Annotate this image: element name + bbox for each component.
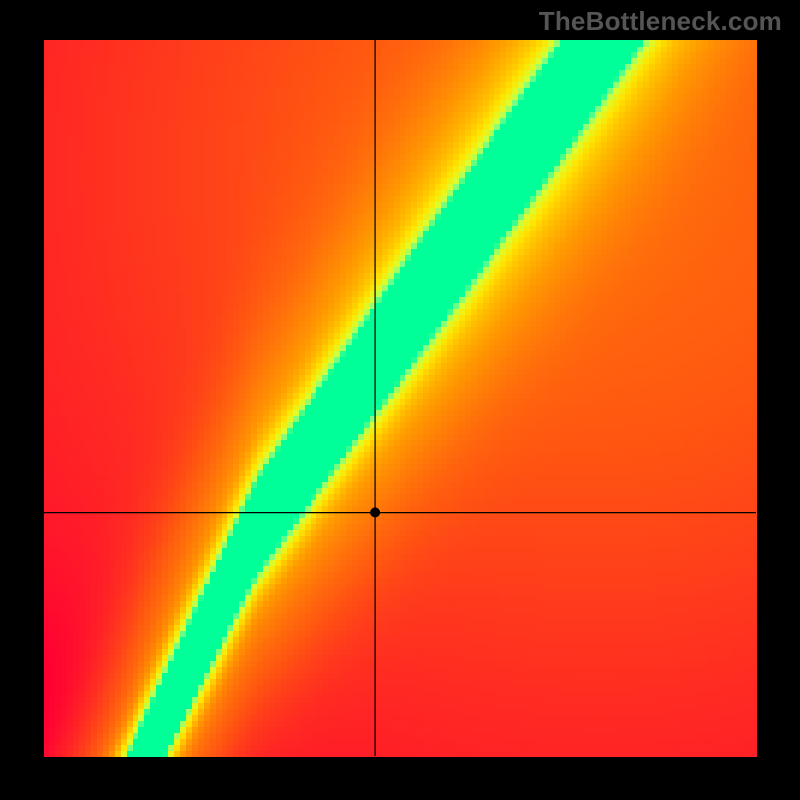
heatmap-canvas <box>0 0 800 800</box>
chart-container: TheBottleneck.com <box>0 0 800 800</box>
watermark-text: TheBottleneck.com <box>539 6 782 37</box>
